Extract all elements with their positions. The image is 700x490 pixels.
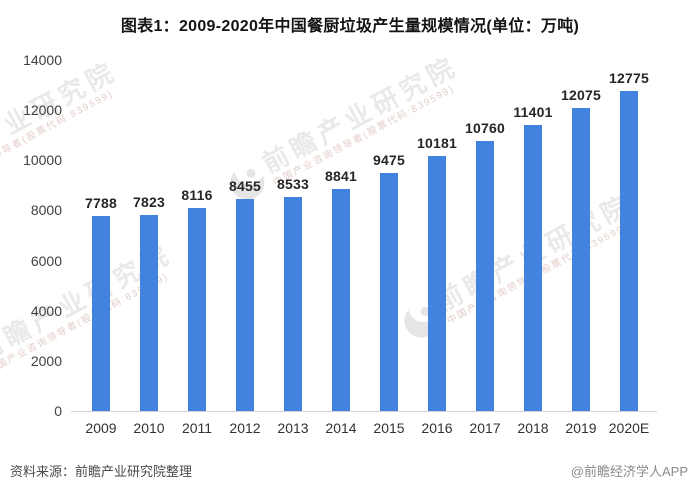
y-axis-tick-label: 10000 — [23, 152, 62, 169]
y-axis-tick-label: 4000 — [30, 302, 62, 319]
bar-value-label: 10760 — [465, 120, 505, 137]
x-axis-tick-label: 2011 — [181, 420, 213, 436]
bar-2010 — [140, 214, 158, 411]
watermark-sub-text: 中国产业咨询领导者(股票代码:839599) — [0, 88, 116, 194]
bar-2009 — [92, 215, 110, 411]
x-axis-tick-label: 2012 — [229, 420, 261, 436]
bar-2017 — [476, 141, 494, 411]
x-axis-line — [71, 411, 657, 412]
watermark-text: 前瞻产业研究院中国产业咨询领导者(股票代码:839599) — [0, 56, 127, 194]
bar-2016 — [428, 155, 446, 411]
y-axis-tick-label: 14000 — [23, 52, 62, 68]
bar-2012 — [236, 199, 254, 411]
x-axis-tick-label: 2020E — [608, 420, 650, 436]
y-axis-tick-label: 8000 — [30, 202, 62, 219]
bar-value-label: 9475 — [373, 152, 405, 169]
y-axis-tick-label: 0 — [54, 403, 62, 419]
x-axis-tick-label: 2018 — [517, 420, 549, 436]
bar-2013 — [284, 197, 302, 411]
bar-value-label: 12075 — [561, 87, 601, 104]
bar-value-label: 10181 — [417, 134, 457, 151]
x-axis-tick-label: 2009 — [85, 420, 117, 436]
y-axis-tick-label: 12000 — [23, 102, 62, 119]
bar-2015 — [380, 173, 398, 411]
x-axis-tick-label: 2013 — [277, 420, 309, 436]
x-axis-tick-label: 2017 — [469, 420, 501, 436]
bar-2020E — [620, 90, 638, 411]
bar-2011 — [188, 207, 206, 411]
bar-2019 — [572, 108, 590, 411]
x-axis-tick-label: 2019 — [565, 420, 597, 436]
watermark-sub-text: 中国产业咨询领导者(股票代码:839599) — [445, 215, 642, 326]
bar-value-label: 12775 — [609, 69, 649, 86]
x-axis-tick-label: 2016 — [421, 420, 453, 436]
y-axis-tick-label: 6000 — [30, 252, 62, 269]
brand-watermark: 前瞻产业研究院中国产业咨询领导者(股票代码:839599) — [0, 56, 127, 212]
app-credit-note: @前瞻经济学人APP — [570, 464, 688, 479]
x-axis-tick-label: 2015 — [373, 420, 405, 436]
bar-2014 — [332, 189, 350, 411]
bar-value-label: 8455 — [229, 178, 261, 195]
data-source-note: 资料来源：前瞻产业研究院整理 — [10, 464, 193, 479]
x-axis-tick-label: 2010 — [133, 420, 165, 436]
bar-value-label: 7788 — [85, 194, 117, 211]
chart-title: 图表1：2009-2020年中国餐厨垃圾产生量规模情况(单位：万吨) — [120, 18, 580, 35]
bar-2018 — [524, 125, 542, 411]
bar-value-label: 8841 — [325, 168, 357, 185]
bar-value-label: 7823 — [133, 193, 165, 210]
bar-value-label: 8533 — [277, 176, 309, 193]
bar-value-label: 8116 — [181, 186, 213, 203]
bar-value-label: 11401 — [513, 104, 553, 121]
x-axis-tick-label: 2014 — [325, 420, 357, 436]
y-axis-tick-label: 2000 — [30, 352, 62, 369]
